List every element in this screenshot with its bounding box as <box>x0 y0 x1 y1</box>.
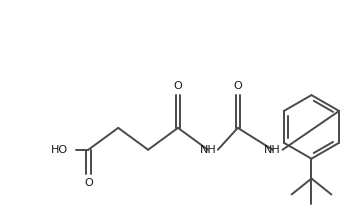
Text: O: O <box>174 81 182 91</box>
Text: O: O <box>233 81 242 91</box>
Text: NH: NH <box>200 145 216 155</box>
Text: O: O <box>84 178 93 187</box>
Text: HO: HO <box>51 145 69 155</box>
Text: NH: NH <box>264 145 281 155</box>
